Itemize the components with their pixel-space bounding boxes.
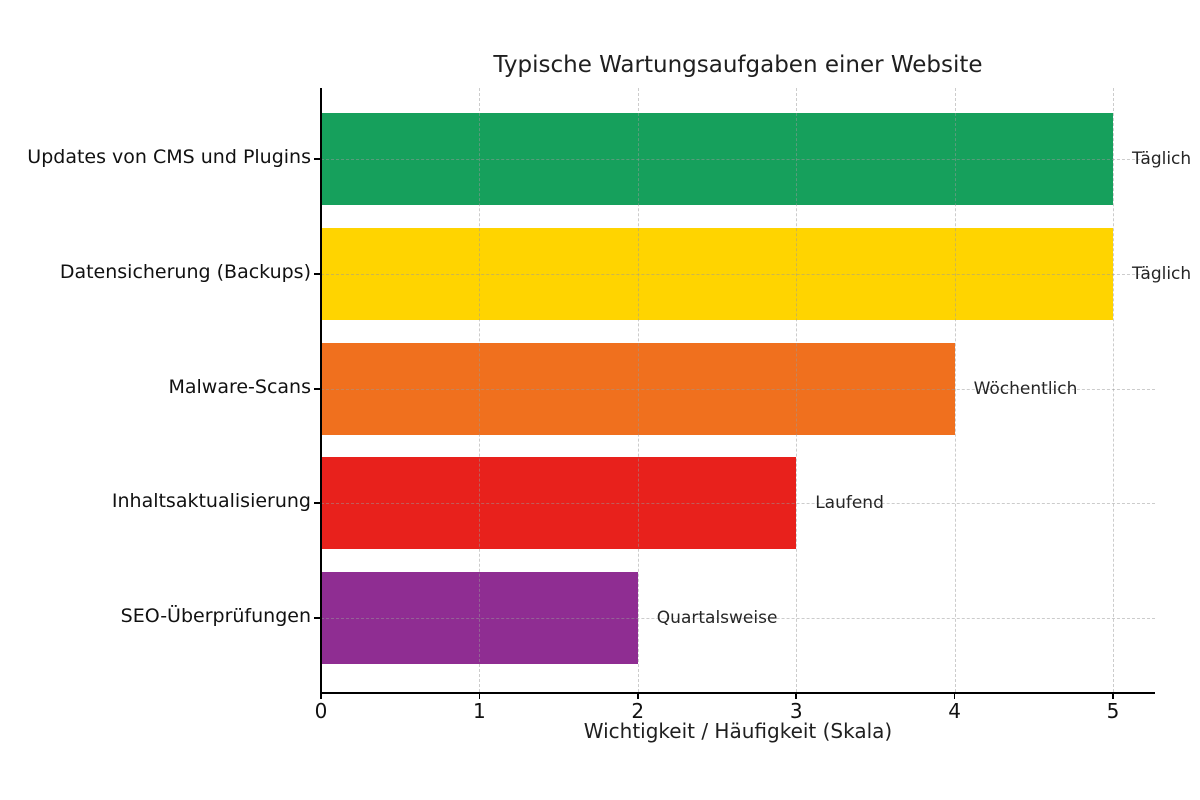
y-tick-mark [314, 272, 321, 275]
y-tick-mark [314, 502, 321, 505]
y-axis-category-label: SEO-Überprüfungen [120, 605, 311, 627]
horizontal-gridline [321, 159, 1155, 160]
vertical-gridline [637, 88, 639, 692]
x-tick-label: 5 [1106, 699, 1120, 723]
horizontal-gridline [321, 503, 1155, 505]
bar-annotation: Wöchentlich [973, 378, 1078, 399]
x-tick-mark [1112, 692, 1114, 699]
y-tick-mark [314, 617, 321, 619]
bar-annotation: Täglich [1132, 263, 1192, 284]
x-tick-mark [953, 692, 956, 699]
x-tick-label: 2 [631, 699, 645, 723]
x-tick-mark [320, 692, 322, 699]
x-tick-mark [795, 692, 797, 699]
y-axis-category-label: Malware-Scans [168, 375, 311, 398]
y-axis-spine [320, 88, 322, 694]
x-tick-label: 0 [314, 699, 328, 723]
vertical-gridline [796, 88, 798, 692]
x-tick-label: 4 [948, 699, 961, 723]
bar-annotation: Laufend [815, 493, 884, 514]
y-tick-mark [314, 158, 321, 160]
y-axis-category-label: Inhaltsaktualisierung [111, 490, 311, 513]
x-tick-mark [637, 692, 639, 699]
x-tick-mark [478, 692, 481, 699]
y-tick-mark [314, 387, 321, 390]
bar-annotation: Täglich [1132, 149, 1192, 169]
chart-title: Typische Wartungsaufgaben einer Website [493, 52, 983, 78]
horizontal-gridline [321, 273, 1155, 275]
x-tick-label: 3 [789, 699, 803, 723]
vertical-gridline [479, 88, 481, 692]
vertical-gridline [1113, 88, 1114, 692]
y-axis-category-label: Updates von CMS und Plugins [27, 146, 311, 168]
x-tick-label: 1 [473, 699, 486, 723]
x-axis-spine [320, 692, 1155, 694]
bar-annotation: Quartalsweise [656, 608, 778, 628]
y-axis-category-label: Datensicherung (Backups) [59, 260, 311, 283]
horizontal-gridline [321, 618, 1155, 619]
x-axis-label: Wichtigkeit / Häufigkeit (Skala) [583, 719, 893, 743]
horizontal-gridline [321, 388, 1155, 390]
vertical-gridline [954, 88, 956, 692]
